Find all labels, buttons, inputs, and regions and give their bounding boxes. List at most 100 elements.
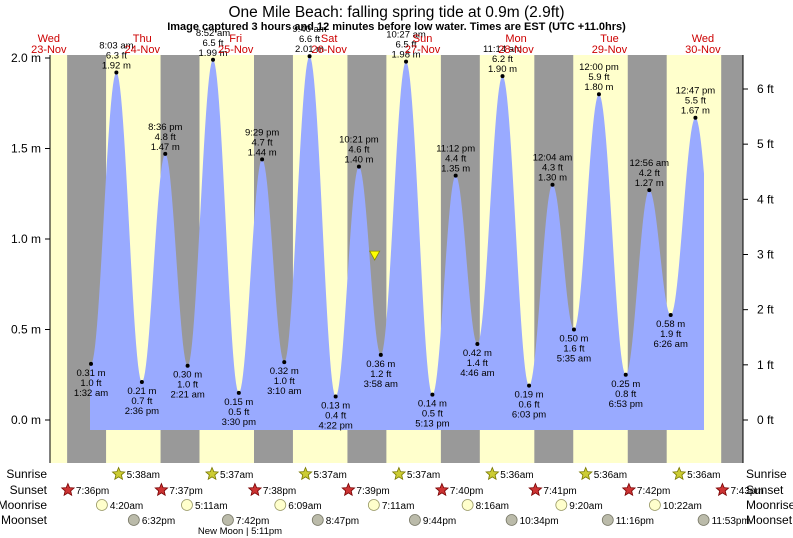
- tide-height-m: 1.47 m: [151, 142, 180, 153]
- tide-height-ft: 1.0 ft: [274, 376, 295, 387]
- tide-point: [596, 92, 601, 97]
- tide-area: [90, 56, 704, 431]
- m-tick-label: 1.0 m: [11, 232, 41, 246]
- tide-time: 3:58 am: [364, 379, 398, 390]
- day-name: Wed: [38, 33, 60, 45]
- legend-label-right: Sunrise: [746, 467, 787, 481]
- tide-time: 9:29 pm: [245, 127, 279, 138]
- ft-tick-label: 3 ft: [757, 247, 774, 261]
- moonset-time: 6:32pm: [142, 516, 175, 527]
- sunrise-time: 5:37am: [407, 470, 440, 481]
- tide-height-m: 1.90 m: [488, 64, 517, 75]
- day-date: 29-Nov: [592, 44, 628, 56]
- day-labels: Wed23-NovThu24-NovFri25-NovSat26-NovSun2…: [31, 33, 721, 56]
- tide-time: 5:13 pm: [415, 419, 449, 430]
- moonrise-time: 7:11am: [382, 501, 415, 512]
- legend-label-right: Moonrise: [746, 498, 793, 512]
- tide-height-ft: 0.5 ft: [228, 407, 249, 418]
- tide-height-m: 1.80 m: [584, 82, 613, 93]
- tide-height-m: 1.67 m: [681, 106, 710, 117]
- tide-height-ft: 4.6 ft: [348, 145, 369, 156]
- sunset-icon: [715, 482, 730, 497]
- tide-height-ft: 5.5 ft: [685, 96, 706, 107]
- moonset-icon: [127, 514, 140, 526]
- tide-height-m: 0.25 m: [611, 379, 640, 390]
- tide-point: [139, 379, 144, 384]
- day-date: 25-Nov: [218, 44, 254, 56]
- moonset-time: 9:44pm: [423, 516, 456, 527]
- tide-time: 4:46 am: [460, 368, 494, 379]
- moonrise-icon: [648, 499, 661, 511]
- ft-tick-label: 2 ft: [757, 303, 774, 317]
- tide-height-m: 0.31 m: [76, 368, 105, 379]
- sunset-time: 7:42pm: [637, 486, 670, 497]
- m-tick-label: 1.5 m: [11, 142, 41, 156]
- sunset-icon: [528, 482, 543, 497]
- tide-point: [693, 115, 698, 120]
- sunset-icon: [434, 482, 450, 497]
- tide-point: [333, 394, 338, 399]
- moonrise-icon: [274, 499, 287, 511]
- tide-time: 3:30 pm: [222, 417, 256, 428]
- tide-point: [282, 360, 287, 365]
- moonrise-time: 10:22am: [663, 501, 702, 512]
- tide-point: [404, 59, 409, 64]
- tide-point: [430, 392, 435, 397]
- moonrise-time: 8:16am: [476, 501, 509, 512]
- tide-point: [236, 390, 241, 395]
- sunset-time: 7:43pm: [730, 486, 763, 497]
- tide-height-m: 0.30 m: [173, 370, 202, 381]
- tide-height-ft: 0.8 ft: [615, 389, 636, 400]
- tide-time: 12:00 pm: [579, 62, 619, 73]
- tide-curve: [90, 56, 704, 431]
- tide-height-ft: 6.3 ft: [106, 50, 127, 61]
- tide-time: 12:47 pm: [676, 86, 716, 97]
- tide-height-m: 1.27 m: [635, 178, 664, 189]
- tide-height-m: 0.14 m: [418, 399, 447, 410]
- tide-point: [114, 70, 119, 75]
- day-date: 27-Nov: [405, 44, 441, 56]
- moonset-time: 11:53pm: [712, 516, 750, 527]
- sunrise-time: 5:38am: [127, 470, 160, 481]
- ft-tick-label: 5 ft: [757, 137, 774, 151]
- tide-height-ft: 6.6 ft: [299, 34, 320, 45]
- day-date: 24-Nov: [125, 44, 161, 56]
- tide-point: [307, 54, 312, 59]
- tide-point: [647, 188, 652, 193]
- tide-time: 9:40 am: [292, 24, 326, 35]
- tide-time: 8:36 pm: [148, 122, 182, 133]
- night-band: [721, 55, 743, 463]
- tide-time: 2:36 pm: [125, 406, 159, 417]
- sunset-icon: [60, 482, 76, 497]
- moonset-time: 7:42pm: [236, 516, 269, 527]
- tide-time: 1:32 am: [74, 388, 108, 399]
- day-name: Fri: [229, 33, 242, 45]
- axes: 0.0 m 0.5 m 1.0 m 1.5 m 2.0 m 0 ft 1 ft 2 ft 3 f…: [11, 51, 774, 463]
- tide-height-m: 2.01 m: [295, 44, 324, 55]
- day-date: 28-Nov: [498, 44, 534, 56]
- tide-time: 6:53 pm: [609, 399, 643, 410]
- legend-label-left: Sunset: [10, 483, 48, 497]
- moonrise-time: 9:20am: [569, 501, 602, 512]
- tide-height-m: 0.50 m: [559, 334, 588, 345]
- tide-height-ft: 1.6 ft: [563, 344, 584, 355]
- tide-time: 12:04 am: [533, 153, 573, 164]
- tide-point: [475, 341, 480, 346]
- tide-time: 10:21 pm: [339, 135, 379, 146]
- tide-time: 11:12 pm: [436, 144, 475, 155]
- legend-label-left: Moonset: [1, 513, 48, 527]
- day-name: Tue: [600, 33, 619, 45]
- tide-time: 2:21 am: [170, 390, 204, 401]
- tide-height-m: 0.32 m: [270, 366, 299, 377]
- tide-time: 6:03 pm: [512, 410, 546, 421]
- tide-height-m: 0.36 m: [366, 359, 395, 370]
- tide-height-m: 0.42 m: [463, 348, 492, 359]
- tide-height-ft: 4.4 ft: [445, 154, 466, 165]
- day-name: Sat: [321, 33, 338, 45]
- tide-time: 12:56 am: [629, 158, 669, 169]
- day-name: Thu: [133, 33, 152, 45]
- tide-point: [260, 157, 265, 162]
- tide-height-ft: 1.9 ft: [660, 329, 681, 340]
- moonset-time: 8:47pm: [326, 516, 359, 527]
